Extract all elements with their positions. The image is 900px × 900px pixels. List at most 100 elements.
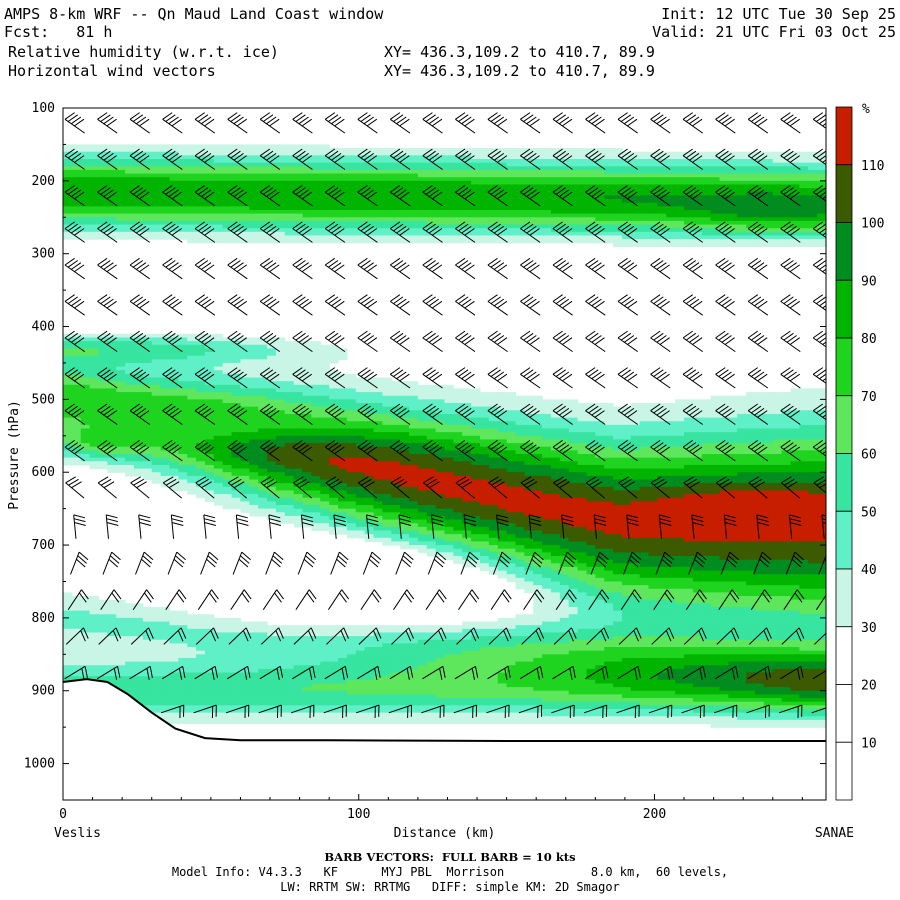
rh-cell xyxy=(444,413,454,419)
rh-cell xyxy=(116,443,126,448)
rh-cell xyxy=(382,508,392,513)
rh-cell xyxy=(338,417,348,422)
rh-cell xyxy=(178,636,188,641)
rh-cell xyxy=(284,501,295,506)
rh-cell xyxy=(382,534,392,539)
rh-cell xyxy=(213,483,224,488)
rh-cell xyxy=(426,155,437,160)
rh-cell xyxy=(382,625,392,630)
rh-cell xyxy=(222,639,233,644)
rh-cell xyxy=(409,523,419,528)
rh-cell xyxy=(471,690,481,695)
rh-cell xyxy=(391,712,401,717)
rh-cell xyxy=(107,348,117,353)
rh-cell xyxy=(222,705,233,710)
rh-cell xyxy=(471,712,481,717)
rh-cell xyxy=(453,632,463,637)
rh-cell xyxy=(222,454,233,459)
rh-cell xyxy=(89,399,100,404)
rh-cell xyxy=(426,679,437,685)
rh-cell xyxy=(338,413,348,419)
rh-cell xyxy=(231,337,242,342)
rh-cell xyxy=(462,417,472,422)
rh-cell xyxy=(320,679,330,685)
rh-cell xyxy=(267,399,277,404)
rh-cell xyxy=(231,384,242,390)
rh-cell xyxy=(479,479,490,484)
rh-cell xyxy=(453,647,463,652)
rh-cell xyxy=(222,647,233,652)
rh-cell xyxy=(302,355,313,360)
rh-cell xyxy=(293,650,304,655)
rh-cell xyxy=(293,494,304,499)
rh-cell xyxy=(98,610,108,615)
rh-cell xyxy=(346,679,357,685)
rh-cell xyxy=(435,643,446,648)
rh-cell xyxy=(284,155,295,160)
rh-cell xyxy=(462,683,472,688)
rh-cell xyxy=(249,665,259,670)
rh-cell xyxy=(311,526,321,532)
rh-cell xyxy=(293,515,304,521)
rh-cell xyxy=(284,694,295,699)
rh-cell xyxy=(204,417,215,422)
rh-cell xyxy=(275,337,286,342)
rh-cell xyxy=(462,679,472,685)
rh-cell xyxy=(409,231,419,237)
rh-cell xyxy=(479,665,490,670)
rh-cell xyxy=(488,235,499,240)
rh-cell xyxy=(284,177,295,182)
rh-cell xyxy=(267,344,277,349)
rh-cell xyxy=(222,144,233,149)
rh-cell xyxy=(462,173,472,178)
rh-cell xyxy=(382,177,392,182)
rh-cell xyxy=(497,228,508,233)
rh-cell xyxy=(488,435,499,441)
rh-cell xyxy=(169,220,179,226)
rh-cell xyxy=(107,337,117,342)
rh-cell xyxy=(80,359,91,364)
rh-cell xyxy=(196,173,206,178)
rh-cell xyxy=(497,209,508,215)
rh-cell xyxy=(125,683,135,688)
rh-cell xyxy=(373,534,383,539)
rh-cell xyxy=(497,235,508,240)
rh-cell xyxy=(249,672,259,677)
rh-cell xyxy=(231,239,242,244)
rh-cell xyxy=(151,657,162,663)
rh-cell xyxy=(400,512,410,517)
rh-cell xyxy=(479,694,490,699)
rh-cell xyxy=(151,708,162,714)
rh-cell xyxy=(151,614,162,619)
rh-cell xyxy=(435,475,446,481)
rh-cell xyxy=(204,410,215,415)
rh-cell xyxy=(479,239,490,244)
rh-cell xyxy=(187,617,197,623)
rh-cell xyxy=(311,708,321,714)
rh-cell xyxy=(329,217,339,222)
rh-cell xyxy=(249,228,259,233)
rh-cell xyxy=(471,413,481,419)
rh-cell xyxy=(213,144,224,149)
rh-cell xyxy=(355,639,366,644)
rh-cell xyxy=(249,413,259,419)
rh-cell xyxy=(382,515,392,521)
rh-cell xyxy=(302,377,313,382)
rh-cell xyxy=(426,676,437,681)
rh-cell xyxy=(497,428,508,433)
rh-cell xyxy=(311,421,321,426)
rh-cell xyxy=(204,712,215,717)
rh-cell xyxy=(267,654,277,659)
rh-cell xyxy=(63,184,73,189)
rh-cell xyxy=(133,643,144,648)
rh-cell xyxy=(187,224,197,229)
rh-cell xyxy=(302,457,313,462)
rh-cell xyxy=(320,195,330,200)
rh-cell xyxy=(196,643,206,648)
rh-cell xyxy=(125,636,135,641)
rh-cell xyxy=(89,632,100,637)
rh-cell xyxy=(267,628,277,634)
rh-cell xyxy=(488,220,499,226)
rh-cell xyxy=(417,497,428,502)
rh-cell xyxy=(80,151,91,156)
